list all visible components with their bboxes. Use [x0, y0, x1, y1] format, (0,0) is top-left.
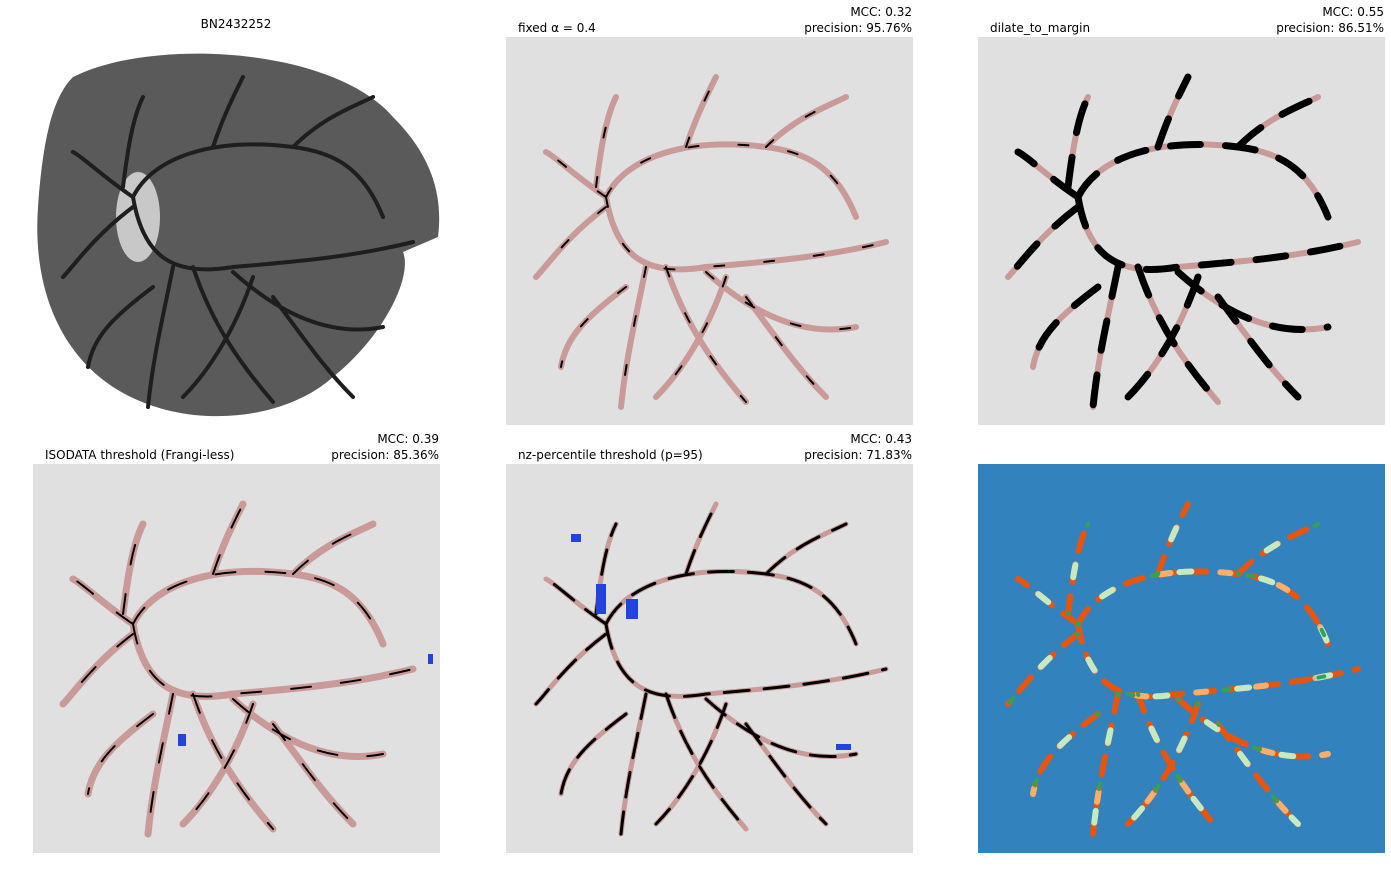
panel-image: [978, 37, 1385, 425]
mcc: MCC: 0.43: [850, 432, 912, 446]
mcc: MCC: 0.32: [850, 5, 912, 19]
false-positive: [596, 584, 606, 614]
specimen: [37, 53, 440, 417]
mcc: MCC: 0.55: [1322, 5, 1384, 19]
panel-image: [33, 464, 440, 853]
false-positive: [571, 534, 581, 542]
precision: precision: 71.83%: [804, 448, 912, 462]
mcc: MCC: 0.39: [377, 432, 439, 446]
panel-title: BN2432252: [201, 17, 272, 31]
panel-title: ISODATA threshold (Frangi-less): [45, 448, 234, 462]
panel-image: [506, 37, 913, 425]
panel-title: dilate_to_margin: [990, 21, 1090, 35]
panel-image: [506, 464, 913, 853]
panel-title: nz-percentile threshold (p=95): [518, 448, 703, 462]
false-positive: [836, 744, 851, 750]
false-positive: [626, 599, 638, 619]
precision: precision: 86.51%: [1276, 21, 1384, 35]
false-positive: [428, 654, 433, 664]
precision: precision: 85.36%: [331, 448, 439, 462]
false-positive: [178, 734, 186, 746]
panel-title: fixed α = 0.4: [518, 21, 596, 35]
panel-image: [978, 464, 1385, 853]
precision: precision: 95.76%: [804, 21, 912, 35]
background: [978, 464, 1385, 853]
panel-image: [37, 53, 440, 417]
